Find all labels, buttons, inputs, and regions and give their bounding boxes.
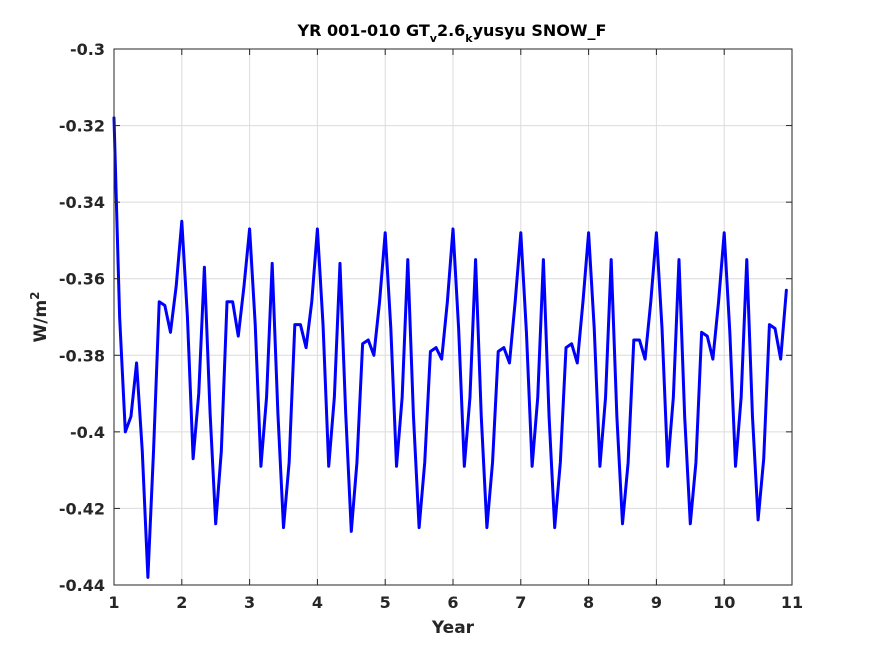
x-tick-labels: 1 2 3 4 5 6 7 8 9 10 11 — [108, 593, 803, 612]
y-tick-label: -0.36 — [59, 270, 105, 289]
title-part-1: YR 001-010 GT — [297, 21, 430, 40]
x-tick-label: 10 — [713, 593, 735, 612]
y-tick-label: -0.38 — [59, 346, 105, 365]
title-subscript-1: v — [430, 32, 438, 45]
series-layer — [112, 116, 788, 579]
title-subscript-2: k — [465, 32, 473, 45]
x-tick-label: 6 — [447, 593, 458, 612]
y-tick-label: -0.32 — [59, 117, 105, 136]
y-axis-label-base: W/m — [31, 300, 51, 343]
series-line — [112, 116, 788, 579]
x-axis-label: Year — [431, 618, 475, 638]
x-tick-label: 8 — [583, 593, 594, 612]
x-tick-label: 1 — [108, 593, 119, 612]
y-tick-label: -0.34 — [59, 193, 105, 212]
x-tick-label: 4 — [312, 593, 323, 612]
axis-ticks — [113, 48, 793, 586]
x-tick-label: 3 — [244, 593, 255, 612]
title-part-2: 2.6 — [437, 21, 465, 40]
y-tick-label: -0.44 — [59, 576, 105, 595]
x-tick-label: 5 — [380, 593, 391, 612]
y-tick-label: -0.4 — [70, 423, 105, 442]
y-axis-label-superscript: 2 — [28, 291, 42, 299]
y-tick-label: -0.42 — [59, 499, 105, 518]
chart-title: YR 001-010 GTv2.6kyusyu SNOW_F — [297, 21, 607, 45]
x-tick-label: 9 — [651, 593, 662, 612]
x-tick-label: 11 — [781, 593, 803, 612]
x-tick-label: 7 — [515, 593, 526, 612]
y-axis-label: W/m2 — [28, 291, 51, 342]
x-tick-label: 2 — [176, 593, 187, 612]
y-tick-labels: -0.44 -0.42 -0.4 -0.38 -0.36 -0.34 -0.32 -0.3 — [59, 40, 105, 595]
y-tick-label: -0.3 — [70, 40, 105, 59]
title-part-3: yusyu SNOW_F — [473, 21, 607, 40]
